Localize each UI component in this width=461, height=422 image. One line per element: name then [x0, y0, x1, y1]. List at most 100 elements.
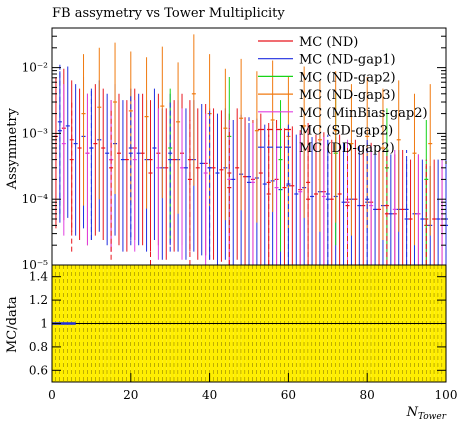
- ratio-y-tick-label: 0.6: [29, 363, 48, 377]
- ratio-panel: 0.60.811.21.4 0 20 40 60 80 100 MC/data NTowe…: [5, 264, 457, 422]
- data-point: [373, 149, 378, 265]
- data-point: [219, 110, 224, 262]
- data-point: [424, 159, 429, 265]
- data-point: [337, 134, 342, 265]
- data-point: [124, 100, 129, 252]
- data-point: [317, 80, 322, 232]
- legend-label: MC (SD-gap2): [299, 124, 393, 139]
- data-point: [384, 154, 389, 265]
- data-point: [416, 154, 421, 265]
- data-point: [428, 84, 433, 236]
- data-point: [278, 100, 283, 252]
- legend: MC (ND) MC (ND-gap1) MC (ND-gap2) MC (ND-ga…: [258, 35, 428, 156]
- main-marks: [53, 34, 448, 265]
- main-y-tick-label: 10⁻³: [22, 126, 49, 140]
- data-point: [412, 93, 417, 246]
- data-point: [97, 47, 102, 200]
- data-point: [298, 132, 303, 265]
- data-point: [77, 88, 82, 240]
- ratio-yticks: 0.6 0.8 1 1.2 1.4: [29, 270, 446, 377]
- data-point: [180, 108, 185, 260]
- data-point: [286, 124, 291, 265]
- data-point: [282, 128, 287, 265]
- data-point: [396, 80, 401, 232]
- main-y-tick-label: 10⁻⁵: [22, 258, 49, 272]
- ratio-y-tick-label: 1: [40, 317, 48, 331]
- x-axis-label-subscript: Tower: [418, 412, 447, 422]
- data-point: [380, 88, 385, 240]
- data-point: [290, 126, 295, 265]
- data-point: [357, 146, 362, 265]
- data-point: [223, 68, 228, 221]
- data-point: [116, 93, 121, 246]
- data-point: [199, 103, 204, 256]
- data-point: [353, 139, 358, 265]
- data-point: [120, 100, 125, 252]
- data-point: [341, 142, 346, 265]
- data-point: [136, 93, 141, 246]
- data-point: [388, 154, 393, 265]
- main-y-tick-label: 10⁻²: [22, 61, 49, 75]
- legend-label: MC (ND-gap3): [299, 88, 396, 103]
- data-point: [377, 149, 382, 265]
- data-point: [132, 100, 137, 252]
- data-point: [329, 139, 334, 265]
- data-point: [57, 62, 62, 214]
- ratio-y-tick-label: 1.4: [29, 270, 48, 284]
- data-point: [207, 108, 212, 260]
- data-point: [306, 139, 311, 265]
- data-point: [85, 93, 90, 246]
- data-point: [349, 84, 354, 236]
- data-point: [187, 119, 192, 265]
- data-point: [69, 100, 74, 252]
- data-point: [168, 100, 173, 252]
- x-tick-label: 40: [202, 388, 217, 402]
- data-point: [365, 139, 370, 265]
- data-point: [239, 58, 244, 211]
- data-point: [172, 100, 177, 252]
- data-point: [152, 88, 157, 240]
- x-tick-label: 80: [360, 388, 375, 402]
- data-point: [404, 149, 409, 265]
- data-point: [227, 128, 232, 265]
- chart-title: FB assymetry vs Tower Multiplicity: [52, 6, 285, 21]
- data-point: [101, 88, 106, 240]
- data-point: [262, 124, 267, 265]
- data-point: [294, 134, 299, 265]
- data-point: [392, 149, 397, 265]
- data-point: [183, 108, 188, 260]
- legend-label: MC (ND-gap1): [299, 53, 396, 68]
- data-point: [195, 108, 200, 260]
- data-point: [243, 117, 248, 265]
- data-point: [250, 122, 255, 265]
- data-point: [274, 128, 279, 265]
- x-ticks: 0 20 40 60 80 100: [48, 373, 457, 402]
- data-point: [400, 149, 405, 265]
- data-point: [420, 159, 425, 265]
- data-point: [61, 84, 66, 236]
- data-point: [247, 117, 251, 265]
- data-point: [113, 42, 118, 194]
- data-point: [310, 137, 315, 265]
- data-point: [156, 108, 161, 260]
- data-point: [191, 34, 196, 186]
- data-point: [345, 146, 350, 265]
- legend-label: MC (ND-gap2): [299, 70, 396, 85]
- data-point: [81, 54, 86, 206]
- data-point: [140, 93, 145, 246]
- data-point: [203, 113, 208, 265]
- data-point: [361, 146, 366, 265]
- data-point: [325, 134, 330, 265]
- data-point: [333, 71, 338, 223]
- data-point: [73, 84, 78, 236]
- data-point: [128, 93, 133, 246]
- data-point: [408, 159, 413, 265]
- data-point: [270, 60, 275, 212]
- data-point: [105, 93, 110, 246]
- main-y-axis-label: Assymmetry: [5, 107, 20, 190]
- main-panel: 10⁻⁵ 10⁻⁴ 10⁻³ 10⁻² Assymmetry: [5, 27, 448, 272]
- data-point: [313, 134, 318, 265]
- data-point: [369, 146, 374, 265]
- x-tick-label: 0: [48, 388, 56, 402]
- data-point: [254, 71, 259, 223]
